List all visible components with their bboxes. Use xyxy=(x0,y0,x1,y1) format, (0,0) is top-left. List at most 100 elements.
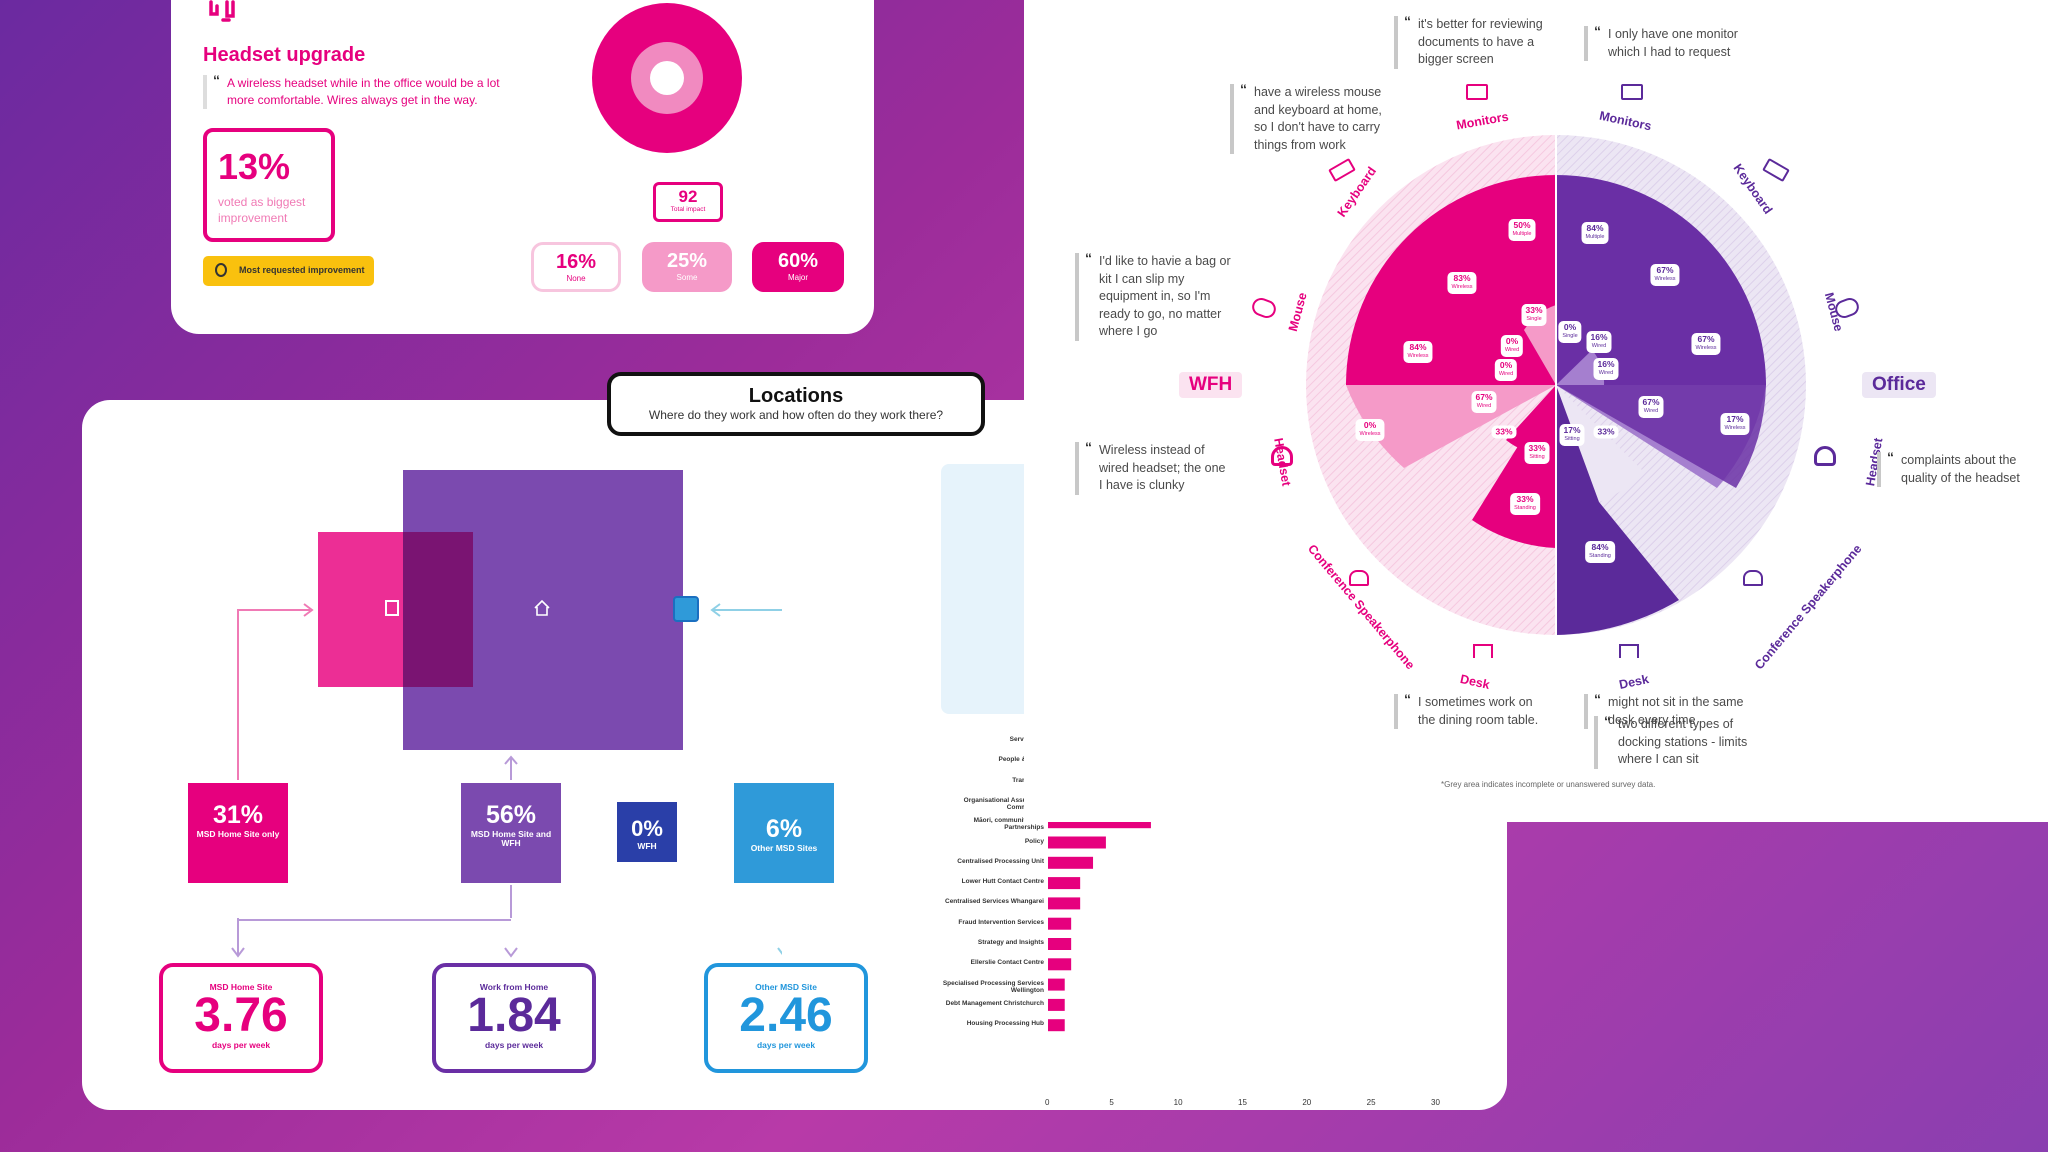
stat-wfh: 0% WFH xyxy=(617,802,677,862)
locations-subtitle: Where do they work and how often do they… xyxy=(648,408,944,422)
voted-pct: 13% xyxy=(218,146,291,187)
radial-value-label: 84% Multiple xyxy=(1581,222,1609,244)
bar-category-label: Centralised Processing Unit xyxy=(957,857,1044,865)
radial-value-label: 17% Sitting xyxy=(1559,424,1585,446)
voted-text: voted as biggest improvement xyxy=(218,195,306,225)
x-tick-label: 10 xyxy=(1173,1098,1183,1107)
radial-value-label: 84% Standing xyxy=(1585,541,1615,563)
radial-value-label: 16% Wired xyxy=(1586,331,1612,353)
radial-value-label: 33% xyxy=(1593,425,1619,439)
bar xyxy=(1048,836,1106,849)
radial-value-label: 83% Wireless xyxy=(1447,272,1477,294)
impact-some: 25% Some xyxy=(642,242,732,292)
office-label: Office xyxy=(1862,372,1936,398)
locations-title: Locations xyxy=(748,385,844,407)
house-icon xyxy=(534,599,550,616)
radial-value-label: 33% Sitting xyxy=(1524,442,1550,464)
radial-value-label: 16% Wired xyxy=(1593,358,1619,380)
radial-value-label: 67% Wired xyxy=(1471,391,1497,413)
quote-desk-wfh: I sometimes work on the dining room tabl… xyxy=(1394,691,1550,729)
radial-value-label: 0% Wired xyxy=(1494,359,1518,381)
quote-monitors-wfh: it's better for reviewing documents to h… xyxy=(1394,13,1550,69)
bar-category-label: Strategy and Insights xyxy=(977,939,1044,946)
most-requested-badge: Most requested improvement xyxy=(203,256,374,286)
bar-labels: Service delPeople & CapaTransformOrganis… xyxy=(922,730,1044,1110)
voted-box: 13% voted as biggest improvement xyxy=(203,128,335,242)
overlap-square xyxy=(403,532,473,687)
bar-category-label: Ellerslie Contact Centre xyxy=(970,959,1044,967)
quote-headset-office: complaints about the quality of the head… xyxy=(1877,449,2033,487)
radial-value-label: 67% Wired xyxy=(1638,396,1664,418)
bar-category-label: Lower Hutt Contact Centre xyxy=(961,878,1044,886)
bar-category-label: People & Capa xyxy=(998,756,1044,764)
x-tick-label: 0 xyxy=(1045,1098,1050,1107)
quote-keyboard-wfh: have a wireless mouse and keyboard at ho… xyxy=(1230,81,1386,154)
headset-icon xyxy=(1271,446,1293,466)
headset-card: Headset upgrade A wireless headset while… xyxy=(171,0,874,334)
radial-value-label: 67% Wireless xyxy=(1650,264,1680,286)
people-icon xyxy=(1349,570,1369,586)
headset-quote: A wireless headset while in the office w… xyxy=(203,72,529,109)
headset-icon xyxy=(209,0,235,22)
other-site-icon xyxy=(673,596,699,622)
total-impact-box: 92 Total impact xyxy=(653,182,723,222)
bar-category-label: Housing Processing Hub xyxy=(966,1020,1044,1028)
bar-ticks: 0 5 10 15 20 25 30 xyxy=(922,730,1502,1110)
bar xyxy=(1048,958,1072,971)
radial-value-label: 67% Wireless xyxy=(1691,333,1721,355)
radial-value-label: 0% Wired xyxy=(1500,335,1524,357)
monitor-icon xyxy=(1621,84,1643,100)
quote-headset-wfh: Wireless instead of wired headset; the o… xyxy=(1075,439,1231,495)
radial-value-label: 0% Single xyxy=(1558,321,1582,343)
monitor-icon xyxy=(1466,84,1488,100)
bar-chart: Service delPeople & CapaTransformOrganis… xyxy=(922,730,1502,1110)
quote-mouse-wfh: I'd like to havie a bag or kit I can sli… xyxy=(1075,250,1231,341)
radial-value-label: 17% Wireless xyxy=(1720,413,1750,435)
quote-monitors-office: I only have one monitor which I had to r… xyxy=(1584,23,1740,61)
people-icon xyxy=(1743,570,1763,586)
stat-home-and-wfh: 56% MSD Home Site and WFH xyxy=(461,783,561,883)
bar-category-label: Fraud Intervention Services xyxy=(958,918,1044,926)
radial-value-label: 33% xyxy=(1491,425,1517,439)
locations-title-box: Locations Where do they work and how oft… xyxy=(607,372,985,436)
radial-footnote: *Grey area indicates incomplete or unans… xyxy=(1441,780,1656,789)
x-tick-label: 15 xyxy=(1238,1098,1247,1107)
stat-home-site-only: 31% MSD Home Site only xyxy=(188,783,288,883)
days-other-site: Other MSD Site 2.46 days per week xyxy=(704,963,868,1073)
headset-icon xyxy=(1814,446,1836,466)
radial-value-label: 84% Wireless xyxy=(1403,341,1433,363)
bar xyxy=(1048,978,1065,991)
bar xyxy=(1048,856,1094,869)
bar-category-label: Centralised Services Whangarei xyxy=(945,898,1044,906)
bar-category-label: Māori, communities an Partnerships xyxy=(973,817,1044,832)
days-wfh: Work from Home 1.84 days per week xyxy=(432,963,596,1073)
stat-other-sites: 6% Other MSD Sites xyxy=(734,783,834,883)
quote-desk-office-2: two different types of docking stations … xyxy=(1594,713,1750,769)
bar-category-label: Policy xyxy=(1024,837,1044,845)
x-tick-label: 5 xyxy=(1109,1098,1114,1107)
radial-value-label: 33% Standing xyxy=(1510,493,1540,515)
radial-value-label: 33% Single xyxy=(1521,304,1547,326)
radial-value-label: 0% Wireless xyxy=(1355,419,1385,441)
desk-icon xyxy=(1473,644,1493,658)
x-tick-label: 25 xyxy=(1366,1098,1376,1107)
medal-icon xyxy=(215,263,227,277)
connector-lines xyxy=(231,603,782,958)
headset-title: Headset upgrade xyxy=(203,44,366,66)
days-home-site: MSD Home Site 3.76 days per week xyxy=(159,963,323,1073)
bar xyxy=(1048,897,1081,910)
impact-donut xyxy=(592,3,742,153)
impact-none: 16% None xyxy=(531,242,621,292)
desk-icon xyxy=(1619,644,1639,658)
radial-value-labels: 50% Multiple 83% Wireless 33% Single 0% Wired 0%… xyxy=(1024,0,2048,822)
bar xyxy=(1048,1019,1065,1032)
bar xyxy=(1048,998,1065,1011)
bar-category-label: Debt Management Christchurch xyxy=(945,999,1044,1007)
x-tick-label: 30 xyxy=(1431,1098,1440,1107)
x-tick-label: 20 xyxy=(1302,1098,1312,1107)
building-icon xyxy=(385,600,399,616)
bar xyxy=(1048,938,1072,950)
radial-card: 50% Multiple 83% Wireless 33% Single 0% Wired 0%… xyxy=(1024,0,2048,822)
wfh-label: WFH xyxy=(1179,372,1243,398)
bar xyxy=(1048,917,1072,930)
